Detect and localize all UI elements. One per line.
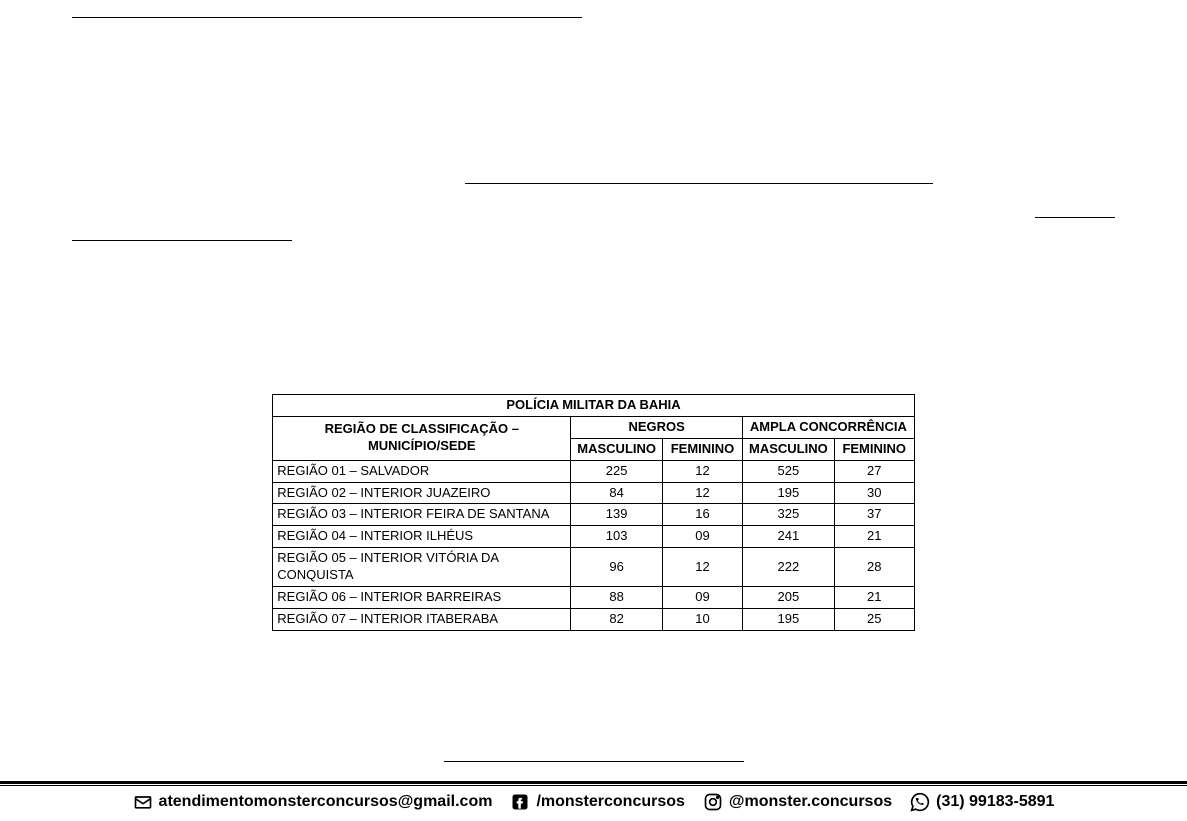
cell-value: 12 [663,548,743,587]
cell-value: 12 [663,482,743,504]
underline-bar [465,183,933,184]
facebook-icon [510,792,530,812]
footer-facebook-text: /monsterconcursos [536,793,684,811]
cell-value: 525 [743,460,835,482]
footer-phone-text: (31) 99183-5891 [936,793,1054,811]
table-row: REGIÃO 07 – INTERIOR ITABERABA 82 10 195… [273,608,914,630]
footer-inner: atendimentomonsterconcursos@gmail.com /m… [0,785,1187,812]
sub-header-masc: MASCULINO [743,438,835,460]
cell-value: 82 [571,608,663,630]
cell-value: 25 [834,608,914,630]
footer-email-text: atendimentomonsterconcursos@gmail.com [159,793,493,811]
cell-value: 27 [834,460,914,482]
cell-value: 205 [743,587,835,609]
cell-value: 28 [834,548,914,587]
pm-bahia-table: POLÍCIA MILITAR DA BAHIA REGIÃO DE CLASS… [272,394,914,631]
cell-value: 195 [743,608,835,630]
cell-region: REGIÃO 03 – INTERIOR FEIRA DE SANTANA [273,504,571,526]
sub-header-fem: FEMININO [663,438,743,460]
cell-value: 21 [834,587,914,609]
table-wrapper: POLÍCIA MILITAR DA BAHIA REGIÃO DE CLASS… [72,394,1115,631]
cell-region: REGIÃO 07 – INTERIOR ITABERABA [273,608,571,630]
table-row: REGIÃO 06 – INTERIOR BARREIRAS 88 09 205… [273,587,914,609]
table-row: REGIÃO 02 – INTERIOR JUAZEIRO 84 12 195 … [273,482,914,504]
cell-region: REGIÃO 05 – INTERIOR VITÓRIA DA CONQUIST… [273,548,571,587]
cell-region: REGIÃO 02 – INTERIOR JUAZEIRO [273,482,571,504]
footer-instagram-text: @monster.concursos [729,793,892,811]
cell-value: 88 [571,587,663,609]
underline-bar [72,240,292,241]
footer-email: atendimentomonsterconcursos@gmail.com [133,792,493,812]
table-row: REGIÃO 04 – INTERIOR ILHÉUS 103 09 241 2… [273,526,914,548]
group-negros-header: NEGROS [571,416,743,438]
table-row: REGIÃO 01 – SALVADOR 225 12 525 27 [273,460,914,482]
footer-phone: (31) 99183-5891 [910,792,1054,812]
page-content: POLÍCIA MILITAR DA BAHIA REGIÃO DE CLASS… [0,0,1187,762]
cell-value: 37 [834,504,914,526]
cell-region: REGIÃO 06 – INTERIOR BARREIRAS [273,587,571,609]
footer-instagram: @monster.concursos [703,792,892,812]
cell-region: REGIÃO 01 – SALVADOR [273,460,571,482]
underline-container [72,217,1115,218]
underline-bar [1035,217,1115,218]
underline-container [72,761,1115,762]
cell-value: 222 [743,548,835,587]
cell-value: 09 [663,526,743,548]
cell-value: 139 [571,504,663,526]
cell-value: 12 [663,460,743,482]
page-footer: atendimentomonsterconcursos@gmail.com /m… [0,781,1187,821]
cell-value: 09 [663,587,743,609]
table-row: REGIÃO 03 – INTERIOR FEIRA DE SANTANA 13… [273,504,914,526]
cell-value: 84 [571,482,663,504]
cell-value: 96 [571,548,663,587]
whatsapp-icon [910,792,930,812]
cell-value: 195 [743,482,835,504]
instagram-icon [703,792,723,812]
cell-value: 225 [571,460,663,482]
cell-region: REGIÃO 04 – INTERIOR ILHÉUS [273,526,571,548]
cell-value: 325 [743,504,835,526]
sub-header-fem: FEMININO [834,438,914,460]
table-title: POLÍCIA MILITAR DA BAHIA [273,395,914,417]
cell-value: 21 [834,526,914,548]
table-title-row: POLÍCIA MILITAR DA BAHIA [273,395,914,417]
table-row: REGIÃO 05 – INTERIOR VITÓRIA DA CONQUIST… [273,548,914,587]
footer-facebook: /monsterconcursos [510,792,684,812]
region-header: REGIÃO DE CLASSIFICAÇÃO – MUNICÍPIO/SEDE [273,416,571,460]
cell-value: 10 [663,608,743,630]
cell-value: 30 [834,482,914,504]
cell-value: 16 [663,504,743,526]
underline-bar [444,761,744,762]
cell-value: 241 [743,526,835,548]
sub-header-masc: MASCULINO [571,438,663,460]
email-icon [133,792,153,812]
group-ampla-header: AMPLA CONCORRÊNCIA [743,416,915,438]
table-group-row: REGIÃO DE CLASSIFICAÇÃO – MUNICÍPIO/SEDE… [273,416,914,438]
cell-value: 103 [571,526,663,548]
underline-bar [72,17,582,18]
